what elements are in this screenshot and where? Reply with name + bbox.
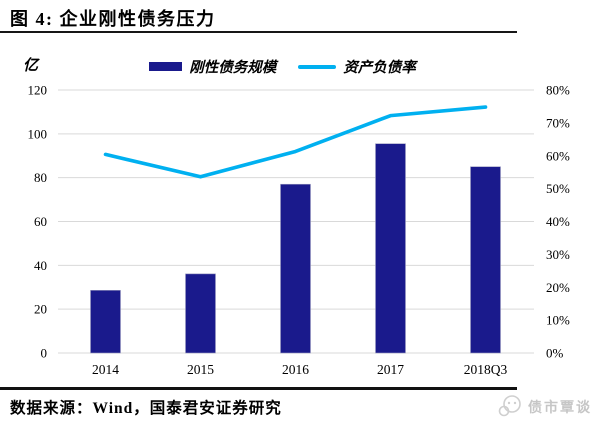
watermark: 债市覃谈 [496,394,592,420]
y-axis-left-tick-label: 20 [34,302,47,317]
watermark-text: 债市覃谈 [528,401,592,416]
bar-2016 [280,183,311,354]
y-axis-right-tick-label: 70% [546,115,570,130]
y-axis-right-tick-label: 10% [546,313,570,328]
legend-label-bar-series: 刚性债务规模 [189,60,277,76]
x-axis-label-2015: 2015 [187,362,214,377]
legend-item-line-series: 资产负债率 [298,56,416,77]
footer-divider [0,387,517,390]
y-axis-left-tick-label: 60 [34,214,47,229]
y-axis-right-tick-label: 40% [546,214,570,229]
x-axis-label-2018Q3: 2018Q3 [464,362,508,377]
line-series [103,105,488,179]
x-axis-label-2014: 2014 [92,362,119,377]
y-axis-right-tick-label: 50% [546,181,570,196]
y-axis-left-tick-label: 120 [28,83,48,98]
data-source-note: 数据来源：Wind，国泰君安证券研究 [10,400,282,417]
y-axis-left-tick-label: 40 [34,258,47,273]
bar-2017 [375,143,406,354]
bar-2014 [90,290,121,354]
y-axis-left-tick-label: 80 [34,170,47,185]
y-axis-left-tick-label: 100 [28,126,48,141]
y-axis-right-tick-label: 0% [546,346,564,361]
x-axis-label-2016: 2016 [282,362,309,377]
legend-item-bar-series: 刚性债务规模 [149,56,276,77]
legend: 刚性债务规模 资产负债率 [0,56,565,77]
watermark-logo-icon [498,395,521,417]
x-axis-label-2017: 2017 [377,362,404,377]
legend-label-line-series: 资产负债率 [343,60,416,76]
bar-2018Q3 [470,166,501,354]
y-axis-left-tick-label: 0 [41,346,48,361]
bar-2015 [185,273,216,354]
page-title: 图 4: 企业刚性债务压力 [10,9,216,29]
y-axis-right-tick-label: 20% [546,280,570,295]
left-axis-unit-label: 亿 [23,58,39,74]
y-axis-right-tick-label: 60% [546,148,570,163]
line-series-swatch-icon [298,64,337,69]
y-axis-right-tick-label: 80% [546,83,570,98]
bar-series-swatch-icon [149,62,183,71]
y-axis-right-tick-label: 30% [546,247,570,262]
title-divider [0,31,517,33]
